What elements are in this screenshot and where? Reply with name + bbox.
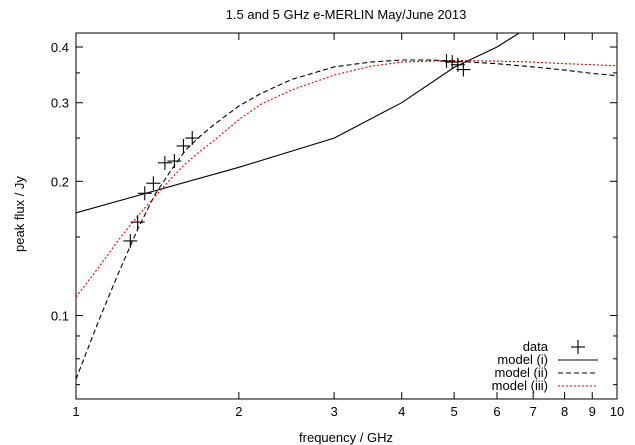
y-tick-label: 0.3 — [51, 96, 69, 111]
x-tick-label: 3 — [331, 404, 338, 419]
x-tick-label: 7 — [530, 404, 537, 419]
y-tick-label: 0.4 — [51, 40, 69, 55]
x-tick-label: 4 — [398, 404, 405, 419]
x-tick-label: 2 — [235, 404, 242, 419]
x-tick-label: 8 — [561, 404, 568, 419]
x-tick-label: 1 — [72, 404, 79, 419]
legend-label-model-ii: model (ii) — [495, 365, 548, 380]
data-point — [157, 155, 172, 170]
data-point — [185, 131, 200, 146]
data-point — [123, 233, 138, 248]
data-point — [146, 176, 161, 191]
data-point — [439, 54, 454, 69]
x-tick-label: 9 — [589, 404, 596, 419]
series-line-model-ii — [76, 59, 617, 380]
data-point — [137, 186, 152, 201]
plot-frame — [75, 32, 618, 400]
series-line-model-i — [76, 33, 521, 214]
x-tick-label: 6 — [493, 404, 500, 419]
legend-label-model-i: model (i) — [497, 352, 548, 367]
x-tick-label: 5 — [451, 404, 458, 419]
data-point — [445, 55, 460, 70]
y-tick-label: 0.1 — [51, 309, 69, 324]
data-point — [167, 154, 182, 169]
x-tick-label: 10 — [610, 404, 624, 419]
y-tick-label: 0.2 — [51, 174, 69, 189]
y-axis-label: peak flux / Jy — [12, 176, 27, 252]
data-point — [176, 138, 191, 153]
x-axis-label: frequency / GHz — [299, 430, 393, 445]
series-line-model-iii — [76, 59, 617, 298]
legend-label-model-iii: model (iii) — [492, 378, 548, 393]
data-point — [456, 62, 471, 77]
chart-title: 1.5 and 5 GHz e-MERLIN May/June 2013 — [226, 7, 467, 22]
legend-label-data: data — [523, 339, 549, 354]
data-point — [130, 215, 145, 230]
